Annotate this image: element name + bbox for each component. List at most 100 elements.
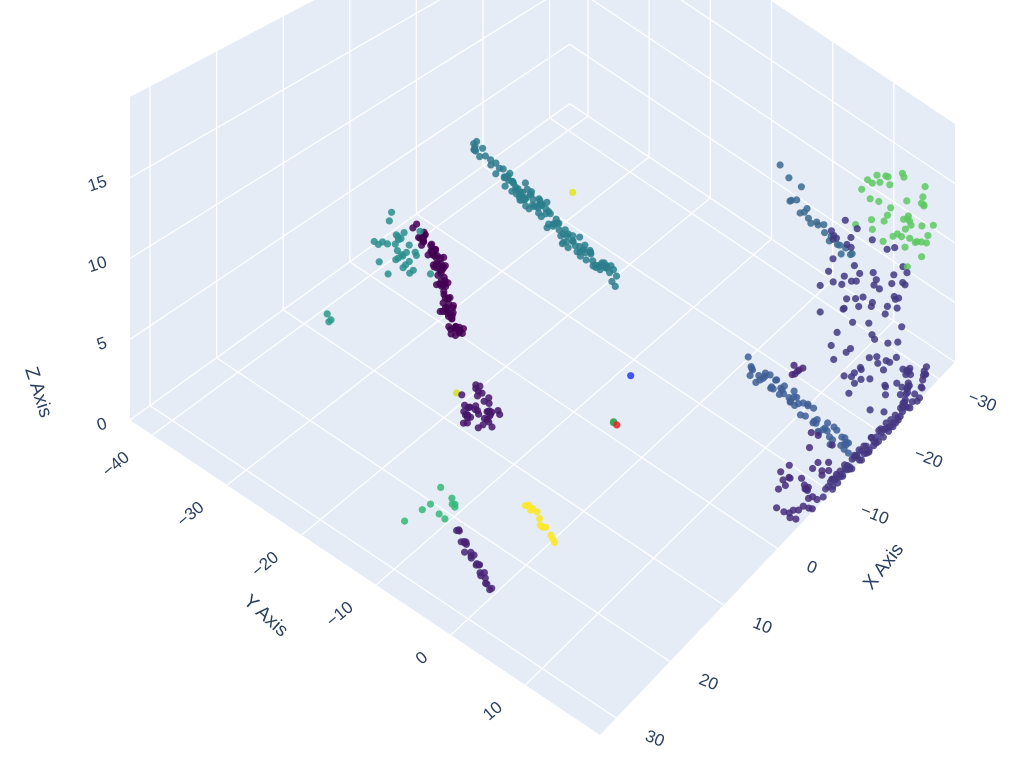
data-point <box>536 515 544 523</box>
data-point <box>903 388 912 397</box>
y-gridline-floor <box>152 115 589 436</box>
data-point <box>786 514 794 522</box>
data-point <box>881 381 889 389</box>
data-point <box>773 376 781 384</box>
data-point <box>883 302 892 310</box>
data-point <box>852 295 860 303</box>
data-point <box>385 217 393 225</box>
data-point <box>827 227 836 235</box>
data-point <box>459 419 468 427</box>
data-point <box>900 215 908 223</box>
data-point <box>891 411 899 419</box>
data-point <box>804 494 813 502</box>
data-point <box>819 493 827 501</box>
data-point <box>890 292 898 301</box>
data-point <box>842 438 850 446</box>
y-tick-label: −40 <box>99 448 133 481</box>
data-point <box>884 173 892 181</box>
y-gridline-floor <box>450 279 834 636</box>
data-point <box>842 348 850 356</box>
data-point <box>855 446 863 454</box>
data-point <box>608 277 616 286</box>
data-point <box>792 515 800 523</box>
data-point <box>847 233 855 242</box>
y-axis-title: Y Axis <box>239 591 292 642</box>
data-point <box>829 278 837 286</box>
data-point <box>793 196 801 204</box>
data-point <box>918 253 926 261</box>
data-point <box>921 183 929 191</box>
y-tick-label: 10 <box>479 698 506 725</box>
data-point <box>406 269 414 277</box>
data-point <box>521 179 530 187</box>
data-point <box>822 485 830 493</box>
data-point <box>794 367 802 375</box>
data-point <box>904 383 912 391</box>
data-point <box>537 213 545 221</box>
data-point <box>891 244 899 252</box>
data-point <box>840 372 848 380</box>
data-point <box>814 431 822 439</box>
data-point <box>873 171 881 179</box>
data-point <box>323 310 331 318</box>
data-point <box>455 329 463 337</box>
x-gridline-floor <box>416 213 832 493</box>
z-tick-label: 0 <box>94 414 109 435</box>
data-point <box>776 161 784 169</box>
data-point <box>803 486 812 494</box>
data-point <box>603 262 611 270</box>
data-point <box>892 353 901 361</box>
z-gridline-back <box>591 0 956 244</box>
data-point <box>797 183 806 191</box>
data-point <box>828 436 837 444</box>
data-point <box>847 277 856 285</box>
z-gridline-side <box>129 43 570 340</box>
data-point <box>833 328 841 336</box>
z-gridline-side <box>129 0 441 179</box>
data-point <box>856 269 864 278</box>
data-point <box>824 419 832 427</box>
data-point <box>546 210 554 218</box>
data-point <box>903 263 911 271</box>
data-point <box>881 391 890 399</box>
data-point <box>867 434 875 442</box>
data-point <box>777 468 785 476</box>
data-point <box>917 383 925 391</box>
z-tick-label: 15 <box>85 172 109 196</box>
data-point <box>521 195 529 203</box>
data-point <box>543 224 551 232</box>
data-point <box>897 233 906 241</box>
data-point <box>849 318 857 326</box>
data-point <box>508 187 516 195</box>
data-point <box>850 379 859 387</box>
z-gridline-back <box>569 103 956 363</box>
data-point <box>898 383 906 391</box>
data-point <box>794 506 803 514</box>
y-gridline-floor <box>524 320 895 686</box>
data-point <box>487 156 495 164</box>
data-point <box>903 197 911 205</box>
data-point <box>455 527 463 535</box>
data-point <box>461 548 469 556</box>
data-point <box>850 369 859 377</box>
x-tick-label: −30 <box>965 387 999 415</box>
x-tick-label: 0 <box>804 557 820 578</box>
data-point <box>479 421 487 429</box>
data-point <box>437 483 445 491</box>
x-tick-label: 10 <box>750 613 775 638</box>
z-tick-label: 5 <box>94 333 109 354</box>
data-point <box>781 481 790 490</box>
data-point <box>829 255 837 263</box>
data-point <box>825 467 833 475</box>
data-point <box>400 229 408 237</box>
data-point <box>807 429 815 437</box>
data-point <box>899 365 907 373</box>
data-point <box>746 371 754 380</box>
data-point <box>857 375 865 383</box>
data-point <box>882 419 890 427</box>
data-point <box>870 281 878 289</box>
axis-panes <box>130 0 955 735</box>
data-point <box>441 515 449 523</box>
data-point <box>797 474 806 482</box>
